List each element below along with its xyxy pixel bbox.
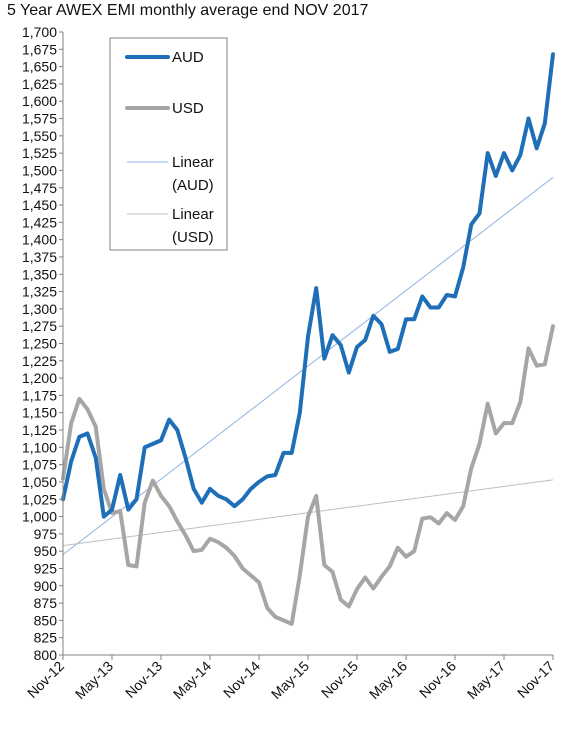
y-tick-label: 1,700: [22, 24, 57, 40]
y-tick-label: 850: [34, 612, 58, 628]
legend-label: (AUD): [172, 177, 214, 194]
y-tick-label: 1,200: [22, 370, 57, 386]
y-tick-label: 1,300: [22, 301, 57, 317]
y-tick-label: 1,125: [22, 422, 57, 438]
y-tick-label: 1,025: [22, 491, 57, 507]
legend-label: Linear: [172, 206, 214, 223]
y-tick-label: 1,350: [22, 266, 57, 282]
y-tick-label: 1,000: [22, 509, 57, 525]
y-tick-label: 1,450: [22, 197, 57, 213]
y-tick-label: 1,325: [22, 284, 57, 300]
legend-label: Linear: [172, 154, 214, 171]
x-tick-label: Nov-14: [220, 658, 263, 701]
y-tick-label: 875: [34, 595, 58, 611]
legend-label: USD: [172, 100, 204, 117]
legend: AUD USD Linear (AUD) Linear (USD): [109, 37, 228, 251]
y-tick-label: 925: [34, 560, 58, 576]
y-tick-label: 1,175: [22, 387, 57, 403]
y-tick-label: 1,100: [22, 439, 57, 455]
y-tick-label: 1,525: [22, 145, 57, 161]
y-tick-label: 1,550: [22, 128, 57, 144]
x-tick-label: Nov-12: [24, 658, 67, 701]
axis-layer: 8008258508759009259509751,0001,0251,0501…: [22, 24, 557, 702]
y-tick-label: 1,075: [22, 457, 57, 473]
legend-label: (USD): [172, 229, 214, 246]
chart-title: 5 Year AWEX EMI monthly average end NOV …: [7, 2, 369, 19]
x-tick-label: May-15: [268, 658, 312, 702]
y-tick-label: 1,150: [22, 405, 57, 421]
y-tick-label: 950: [34, 543, 58, 559]
y-tick-label: 1,625: [22, 76, 57, 92]
x-tick-label: Nov-16: [416, 658, 459, 701]
series-line-aud: [61, 52, 555, 519]
y-tick-label: 900: [34, 578, 58, 594]
y-tick-label: 1,275: [22, 318, 57, 334]
x-tick-label: Nov-13: [122, 658, 165, 701]
y-tick-label: 1,375: [22, 249, 57, 265]
y-tick-label: 1,050: [22, 474, 57, 490]
x-tick-label: May-16: [366, 658, 410, 702]
y-tick-label: 1,600: [22, 93, 57, 109]
y-tick-label: 1,400: [22, 232, 57, 248]
y-tick-label: 1,500: [22, 162, 57, 178]
y-tick-label: 1,475: [22, 180, 57, 196]
series-layer: [61, 52, 555, 626]
y-tick-label: 1,250: [22, 336, 57, 352]
legend-box: [109, 37, 228, 251]
x-tick-label: May-14: [170, 658, 214, 702]
x-tick-label: May-17: [464, 658, 508, 702]
trendline-aud: [62, 176, 554, 556]
y-tick-label: 825: [34, 630, 58, 646]
y-tick-label: 1,675: [22, 41, 57, 57]
y-tick-label: 1,650: [22, 59, 57, 75]
y-tick-label: 1,575: [22, 111, 57, 127]
x-tick-label: Nov-17: [514, 658, 557, 701]
y-tick-label: 800: [34, 647, 58, 663]
x-tick-label: May-13: [72, 658, 116, 702]
series-line-usd: [61, 324, 555, 626]
y-tick-label: 1,225: [22, 353, 57, 369]
y-tick-label: 1,425: [22, 214, 57, 230]
x-tick-label: Nov-15: [318, 658, 361, 701]
legend-label: AUD: [172, 49, 204, 66]
y-tick-label: 975: [34, 526, 58, 542]
